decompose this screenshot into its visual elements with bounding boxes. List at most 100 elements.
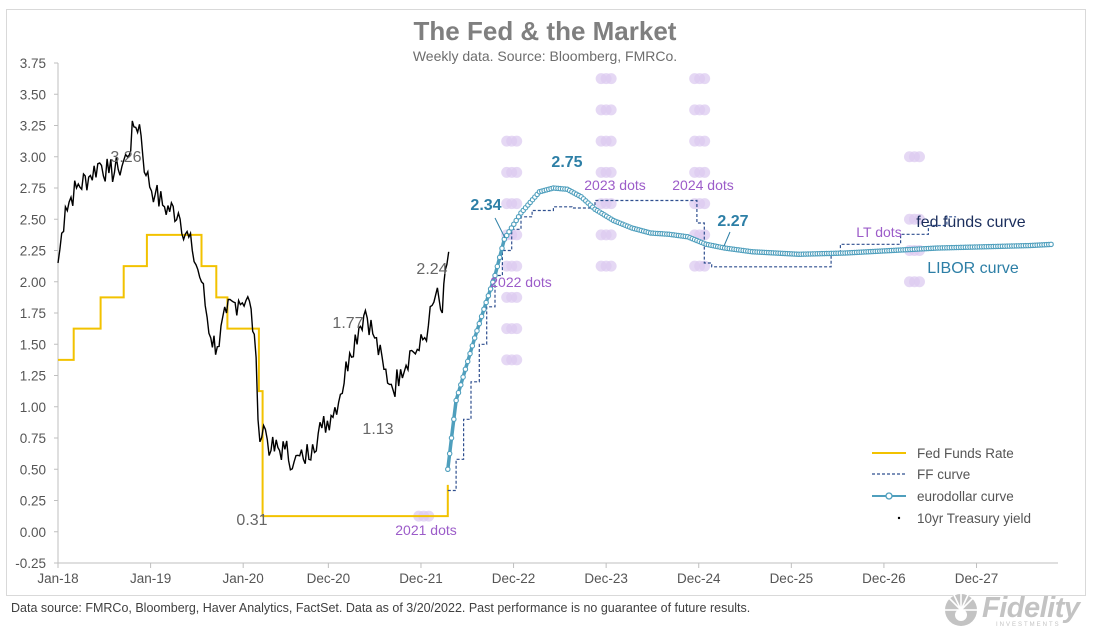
annotation-label: LIBOR curve — [927, 260, 1019, 277]
annotations: 3.26 0.31 1.77 1.13 2.24 2.34 2.75 2.27 fed fund… — [110, 149, 1025, 538]
eurodollar-marker — [496, 254, 503, 261]
fomc-dot — [699, 104, 711, 116]
annotation-label: 2.27 — [717, 213, 748, 230]
eurodollar-marker — [494, 263, 501, 270]
fomc-dot — [511, 323, 523, 335]
eurodollar-marker — [478, 313, 485, 320]
fomc-dot — [511, 354, 523, 366]
y-tick-label: 2.50 — [20, 212, 46, 227]
fomc-dot — [511, 135, 523, 147]
y-tick-label: 1.50 — [20, 337, 46, 352]
fomc-dot — [913, 151, 925, 163]
x-tick-label: Jan-18 — [37, 571, 78, 586]
eurodollar-marker — [469, 343, 476, 349]
fomc-dot — [699, 73, 711, 85]
x-tick-label: Jan-19 — [130, 571, 171, 586]
annotation-label: 1.77 — [332, 315, 363, 332]
eurodollar-marker — [508, 225, 515, 231]
eurodollar-marker — [474, 328, 480, 334]
fomc-dots — [413, 73, 925, 522]
legend-label-fed-funds: Fed Funds Rate — [917, 446, 1014, 461]
eurodollar-marker — [481, 306, 487, 312]
y-tick-label: 3.25 — [20, 119, 46, 134]
y-tick-label: 2.00 — [20, 275, 46, 290]
eurodollar-marker — [458, 382, 464, 388]
fomc-dot — [511, 166, 523, 178]
legend: Fed Funds Rate FF curve eurodollar curve… — [872, 446, 1031, 526]
eurodollar-marker — [462, 366, 469, 372]
eurodollar-marker — [483, 299, 489, 306]
series — [57, 120, 1054, 518]
eurodollar-marker — [445, 466, 451, 472]
y-tick-label: 3.00 — [20, 150, 46, 165]
series-fed-funds-rate — [58, 233, 449, 518]
y-tick-label: 0.25 — [20, 494, 46, 509]
callout-line — [723, 231, 731, 247]
fomc-dot — [511, 198, 523, 210]
fomc-dot — [511, 229, 523, 241]
y-tick-label: 3.50 — [20, 87, 46, 102]
eurodollar-marker — [515, 214, 522, 220]
fidelity-logo-word: Fidelity — [982, 592, 1080, 624]
fomc-dot — [605, 229, 617, 241]
fomc-dot — [605, 73, 617, 85]
fomc-dot — [699, 229, 711, 241]
callout-line — [494, 217, 506, 239]
dots-label: 2024 dots — [672, 177, 734, 193]
eurodollar-marker — [506, 229, 512, 235]
fomc-dot — [699, 166, 711, 178]
legend-label-ff-curve: FF curve — [917, 467, 970, 482]
fomc-dot — [511, 260, 523, 272]
fidelity-logo: Fidelity INVESTMENTS — [942, 592, 1092, 628]
y-tick-label: 3.75 — [20, 56, 46, 71]
fomc-dot — [605, 166, 617, 178]
x-tick-label: Jan-20 — [223, 571, 264, 586]
y-tick-label: 0.00 — [20, 525, 46, 540]
fomc-dot — [605, 135, 617, 147]
axes: 3.75 3.50 3.25 3.00 2.75 2.50 2.25 2.00 1.75 1.50… — [15, 56, 1058, 586]
y-tick-label: 1.25 — [20, 369, 46, 384]
dots-label: 2022 dots — [490, 274, 552, 290]
eurodollar-marker — [487, 286, 494, 292]
eurodollar-marker — [467, 350, 473, 357]
eurodollar-marker — [448, 435, 455, 441]
x-tick-label: Dec-22 — [492, 571, 536, 586]
eurodollar-marker — [464, 358, 471, 365]
eurodollar-marker — [1048, 241, 1054, 248]
fomc-dot — [699, 198, 711, 210]
eurodollar-marker — [446, 450, 453, 457]
annotation-label: 2.24 — [416, 261, 447, 278]
y-tick-label: 0.50 — [20, 462, 46, 477]
y-tick-label: 2.25 — [20, 244, 46, 259]
eurodollar-marker — [471, 335, 478, 341]
x-tick-label: Dec-20 — [307, 571, 351, 586]
chart-title: The Fed & the Market — [414, 16, 677, 46]
fomc-dot — [699, 260, 711, 272]
annotation-label: fed funds curve — [916, 214, 1026, 231]
x-tick-label: Dec-23 — [584, 571, 628, 586]
chart-frame — [6, 9, 1086, 596]
series-ff-curve — [447, 199, 957, 492]
dots-label: LT dots — [856, 224, 901, 240]
eurodollar-marker — [476, 320, 483, 327]
y-tick-label: 2.75 — [20, 181, 46, 196]
eurodollar-marker — [492, 272, 498, 279]
y-tick-label: 0.75 — [20, 431, 46, 446]
annotation-label: 2.34 — [470, 197, 501, 214]
fomc-dot — [605, 260, 617, 272]
x-tick-label: Dec-27 — [955, 571, 999, 586]
eurodollar-marker — [513, 217, 519, 224]
annotation-label: 0.31 — [236, 512, 267, 529]
series-10yr-treasury — [57, 120, 450, 471]
fidelity-sunburst-icon — [945, 594, 977, 626]
fomc-dot — [605, 198, 617, 210]
dots-label: 2023 dots — [584, 177, 646, 193]
y-tick-label: -0.25 — [15, 556, 46, 571]
eurodollar-marker — [499, 245, 505, 252]
eurodollar-marker — [451, 416, 457, 422]
y-tick-label: 1.75 — [20, 306, 46, 321]
annotation-label: 2.75 — [551, 154, 582, 171]
eurodollar-marker — [503, 232, 510, 239]
chart: The Fed & the Market Weekly data. Source… — [15, 16, 1058, 586]
footer-disclaimer: Data source: FMRCo, Bloomberg, Haver Ana… — [11, 601, 751, 615]
